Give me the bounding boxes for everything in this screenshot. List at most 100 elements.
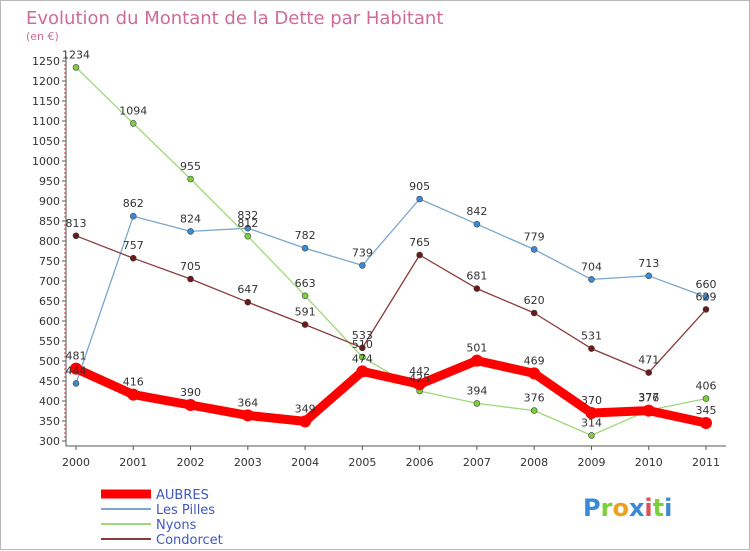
- data-label: 765: [409, 236, 430, 249]
- data-label: 531: [581, 330, 602, 343]
- logo-letter: x: [629, 494, 645, 522]
- data-point: [473, 400, 481, 407]
- data-point: [588, 276, 595, 283]
- data-label: 510: [352, 338, 373, 351]
- data-point: [72, 232, 80, 240]
- data-point: [588, 432, 595, 439]
- data-label: 842: [466, 205, 487, 218]
- x-tick-label: 2003: [234, 456, 262, 469]
- logo-letter: o: [612, 494, 629, 522]
- data-label: 620: [524, 294, 545, 307]
- legend-label: Nyons: [156, 518, 197, 533]
- data-label: 444: [66, 364, 87, 377]
- data-point: [127, 388, 140, 401]
- data-point: [72, 380, 80, 387]
- data-label: 390: [180, 386, 201, 399]
- data-label: 533: [352, 329, 373, 342]
- data-label: 647: [237, 283, 258, 296]
- data-point: [702, 395, 710, 402]
- y-tick-label: 850: [39, 215, 60, 228]
- data-label: 591: [295, 306, 316, 319]
- data-label: 364: [237, 396, 258, 409]
- chart-title: Evolution du Montant de la Dette par Hab…: [26, 8, 443, 29]
- x-tick-label: 2005: [348, 456, 376, 469]
- series-layer: 444 862 824 832 782 739 905 842 779 704 713 660 1234…: [62, 48, 717, 439]
- data-point: [702, 306, 710, 313]
- data-point: [72, 64, 80, 71]
- data-label: 1094: [119, 104, 147, 117]
- series-line: [71, 356, 711, 428]
- series-aubres: [70, 354, 712, 429]
- legend-label: AUBRES: [156, 488, 209, 503]
- proxiti-logo: Proxiti: [583, 494, 672, 522]
- data-point: [244, 232, 252, 240]
- data-label: 905: [409, 180, 430, 193]
- data-label: 660: [696, 278, 717, 291]
- data-point: [70, 362, 82, 375]
- data-label: 481: [66, 350, 87, 363]
- y-tick-label: 700: [39, 275, 60, 288]
- data-label: 813: [66, 217, 87, 230]
- data-point: [645, 369, 653, 376]
- y-tick-label: 1150: [32, 95, 60, 108]
- logo-letter: i: [644, 494, 652, 522]
- data-label: 376: [524, 392, 545, 405]
- data-label: 1234: [62, 48, 90, 61]
- data-label: 779: [524, 230, 545, 243]
- y-tick-label: 450: [39, 375, 60, 388]
- data-point: [359, 262, 366, 269]
- y-tick-label: 350: [39, 415, 60, 428]
- y-tick-label: 1200: [32, 75, 60, 88]
- y-tick-label: 500: [39, 355, 60, 368]
- data-label: 757: [123, 239, 144, 252]
- data-point: [473, 220, 481, 228]
- data-label: 469: [524, 354, 545, 367]
- data-point: [645, 272, 653, 280]
- data-point: [473, 285, 481, 292]
- y-tick-label: 800: [39, 235, 60, 248]
- data-point: [700, 417, 712, 429]
- data-label: 739: [352, 246, 373, 259]
- data-label: 370: [581, 394, 602, 407]
- data-point: [301, 244, 309, 252]
- data-label: 377: [638, 391, 659, 404]
- y-tick-label: 950: [39, 175, 60, 188]
- data-point: [187, 275, 194, 283]
- data-point: [244, 224, 252, 232]
- y-tick-label: 650: [39, 295, 60, 308]
- data-point: [359, 353, 366, 361]
- data-label: 471: [638, 354, 659, 367]
- series-condorcet: [72, 232, 710, 376]
- y-tick-label: 400: [39, 395, 60, 408]
- data-label: 345: [696, 404, 717, 417]
- data-point: [528, 367, 541, 380]
- x-tick-label: 2001: [119, 456, 147, 469]
- data-point: [129, 212, 137, 220]
- data-point: [129, 254, 137, 262]
- x-tick-label: 2000: [62, 456, 90, 469]
- data-label: 349: [295, 402, 316, 415]
- data-label: 713: [638, 257, 659, 270]
- data-point: [129, 120, 137, 127]
- x-tick-label: 2011: [692, 456, 720, 469]
- data-point: [585, 407, 598, 419]
- data-point: [187, 175, 194, 183]
- logo-letter: t: [653, 494, 664, 522]
- logo-letter: P: [583, 494, 601, 522]
- data-point: [244, 298, 252, 306]
- data-point: [702, 293, 710, 301]
- legend-label: Les Pilles: [156, 503, 215, 518]
- logo-letter: r: [601, 494, 613, 522]
- data-point: [356, 365, 369, 378]
- data-label: 681: [466, 270, 487, 283]
- data-label: 862: [123, 197, 144, 210]
- data-point: [301, 321, 309, 328]
- data-label: 705: [180, 260, 201, 273]
- axes: 300 350 400 450 500 550 600 650 700 750 800 850 900 9…: [32, 55, 726, 469]
- x-tick-label: 2002: [177, 456, 205, 469]
- x-tick-label: 2009: [577, 456, 605, 469]
- x-tick-label: 2006: [406, 456, 434, 469]
- data-label: 782: [295, 229, 316, 242]
